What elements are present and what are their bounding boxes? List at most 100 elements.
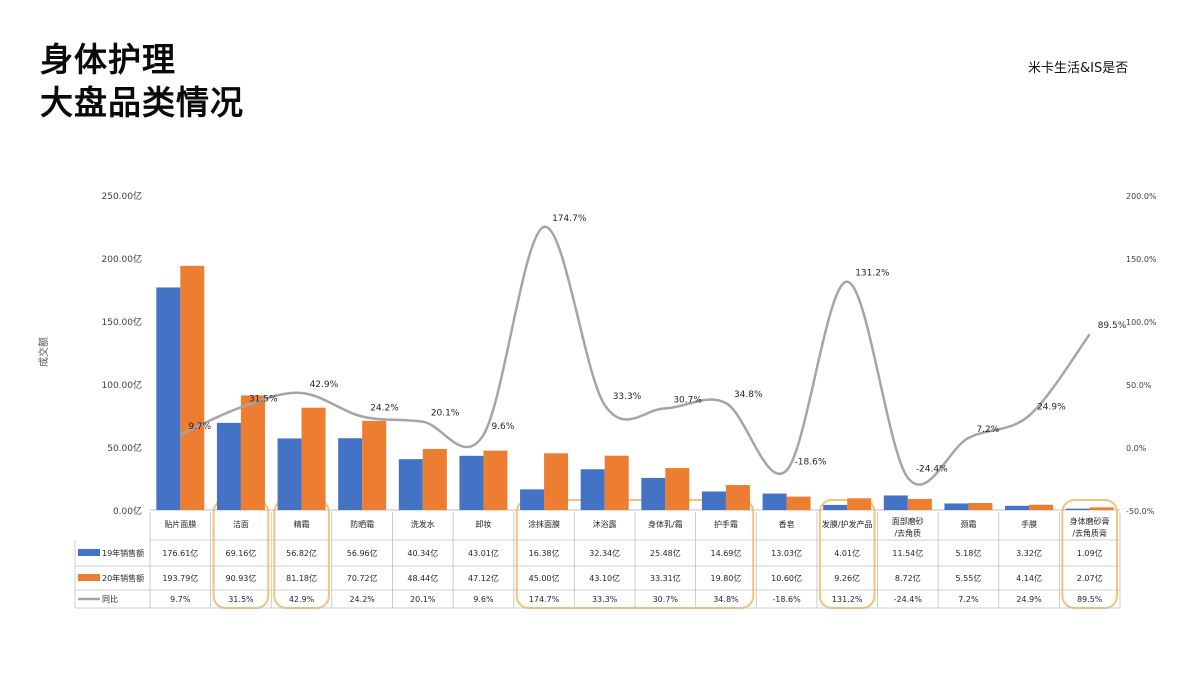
- yoy-data-label: 24.9%: [1037, 403, 1066, 413]
- table-cell: 1.09亿: [1077, 548, 1103, 558]
- table-cell: 8.72亿: [895, 573, 921, 583]
- yoy-data-label: 9.6%: [491, 422, 514, 432]
- y2-tick-label: 150.0%: [1126, 255, 1157, 264]
- table-cell: 20.1%: [410, 595, 436, 604]
- page-title: 身体护理 大盘品类情况: [40, 38, 244, 124]
- table-cell: 4.14亿: [1016, 573, 1042, 583]
- bar-2020: [968, 503, 993, 510]
- bar-2019: [398, 459, 423, 510]
- y-tick-label: 100.00亿: [102, 379, 143, 391]
- table-cell: 69.16亿: [225, 548, 256, 558]
- yoy-data-label: -18.6%: [795, 457, 827, 467]
- table-cell: 5.18亿: [956, 548, 982, 558]
- table-cell: 40.34亿: [407, 548, 438, 558]
- table-cell: 43.01亿: [468, 548, 499, 558]
- bar-2019: [277, 438, 302, 510]
- table-cell: 24.2%: [349, 595, 375, 604]
- table-cell: 9.6%: [473, 595, 494, 604]
- table-cell: 193.79亿: [162, 573, 198, 583]
- table-cell: 14.69亿: [710, 548, 741, 558]
- bar-2019: [701, 491, 726, 510]
- legend-swatch: [78, 574, 100, 581]
- bar-2020: [725, 485, 750, 510]
- axes-group: 0.00亿 50.00亿 100.00亿 150.00亿 200.00亿 250.00亿 -…: [37, 190, 1157, 517]
- category-label: 身体磨砂膏: [1070, 516, 1110, 526]
- category-label: /去角质: [894, 528, 921, 538]
- bar-2019: [823, 504, 848, 510]
- y-tick-label: 50.00亿: [107, 442, 142, 454]
- yoy-data-label: 34.8%: [734, 390, 763, 400]
- legend-label: 同比: [102, 594, 118, 604]
- y-tick-label: 150.00亿: [102, 316, 143, 328]
- table-cell: 70.72亿: [347, 573, 378, 583]
- bar-2019: [944, 503, 969, 510]
- yoy-data-label: 42.9%: [310, 380, 339, 390]
- yoy-data-label: -24.4%: [916, 465, 948, 475]
- table-cell: 89.5%: [1077, 595, 1103, 604]
- table-cell: 33.3%: [592, 595, 618, 604]
- bar-2019: [338, 438, 363, 510]
- category-label: 身体乳/霜: [648, 519, 683, 529]
- category-label: 护手霜: [714, 519, 738, 529]
- category-label: 香皂: [779, 519, 795, 529]
- category-label: 洁面: [233, 519, 249, 529]
- table-cell: 5.55亿: [956, 573, 982, 583]
- table-cell: 3.32亿: [1016, 548, 1042, 558]
- bar-2019: [883, 495, 908, 510]
- y2-tick-label: 0.0%: [1126, 444, 1147, 453]
- yoy-data-label: 89.5%: [1098, 321, 1127, 331]
- table-cell: 24.9%: [1016, 595, 1042, 604]
- bar-2020: [604, 455, 629, 510]
- bar-2019: [520, 489, 545, 510]
- data-table-group: 贴片面膜 洁面 精霜 防晒霜 洗发水 卸妆 涂抹面膜 沐浴露 身体乳/霜 护手霜 香皂 发膜/护发产品…: [74, 512, 1121, 609]
- bar-2020: [301, 407, 326, 510]
- bar-2020: [1029, 504, 1054, 510]
- table-cell: 43.10亿: [589, 573, 620, 583]
- y2-tick-label: -50.0%: [1126, 507, 1155, 516]
- bar-2020: [422, 448, 447, 510]
- table-cell: 16.38亿: [529, 548, 560, 558]
- y2-tick-label: 100.0%: [1126, 318, 1157, 327]
- y-tick-label: 0.00亿: [113, 505, 142, 517]
- bar-2019: [762, 493, 787, 510]
- bar-2020: [483, 450, 508, 510]
- yoy-data-label: 33.3%: [613, 392, 642, 402]
- yoy-data-label: 9.7%: [188, 422, 211, 432]
- yoy-line-group: 9.7% 31.5% 42.9% 24.2% 20.1% 9.6% 174.7% 33.3% 3…: [179, 214, 1127, 486]
- yoy-line: [179, 225, 1091, 486]
- bar-2019: [580, 469, 605, 510]
- legend-label: 19年销售额: [102, 548, 144, 558]
- category-label: 面部磨砂: [892, 516, 924, 526]
- table-cell: 131.2%: [832, 595, 863, 604]
- category-label: 贴片面膜: [164, 519, 196, 529]
- y-tick-label: 200.00亿: [102, 253, 143, 265]
- table-cell: 90.93亿: [225, 573, 256, 583]
- yoy-data-label: 31.5%: [249, 394, 278, 404]
- table-cell: 9.26亿: [834, 573, 860, 583]
- table-cell: -18.6%: [772, 595, 801, 604]
- yoy-data-label: 131.2%: [855, 269, 890, 279]
- table-cell: 176.61亿: [162, 548, 198, 558]
- table-cell: 4.01亿: [834, 548, 860, 558]
- table-cell: 33.31亿: [650, 573, 681, 583]
- table-cell: 7.2%: [958, 595, 979, 604]
- category-label: 防晒霜: [350, 519, 374, 529]
- bar-2019: [641, 477, 666, 510]
- bar-2020: [665, 468, 690, 510]
- table-cell: 25.48亿: [650, 548, 681, 558]
- category-label: 发膜/护发产品: [822, 519, 873, 529]
- category-label: 精霜: [294, 519, 310, 529]
- bar-2019: [459, 455, 484, 510]
- yoy-data-label: 24.2%: [370, 404, 399, 414]
- table-cell: 48.44亿: [407, 573, 438, 583]
- bar-2020: [847, 498, 872, 510]
- table-cell: 10.60亿: [771, 573, 802, 583]
- bar-2020: [362, 420, 387, 510]
- category-label: 手膜: [1021, 519, 1037, 529]
- table-cell: 2.07亿: [1077, 573, 1103, 583]
- table-cell: 34.8%: [713, 595, 739, 604]
- bar-2020: [1089, 507, 1114, 510]
- bar-2020: [544, 453, 569, 510]
- table-cell: 32.34亿: [589, 548, 620, 558]
